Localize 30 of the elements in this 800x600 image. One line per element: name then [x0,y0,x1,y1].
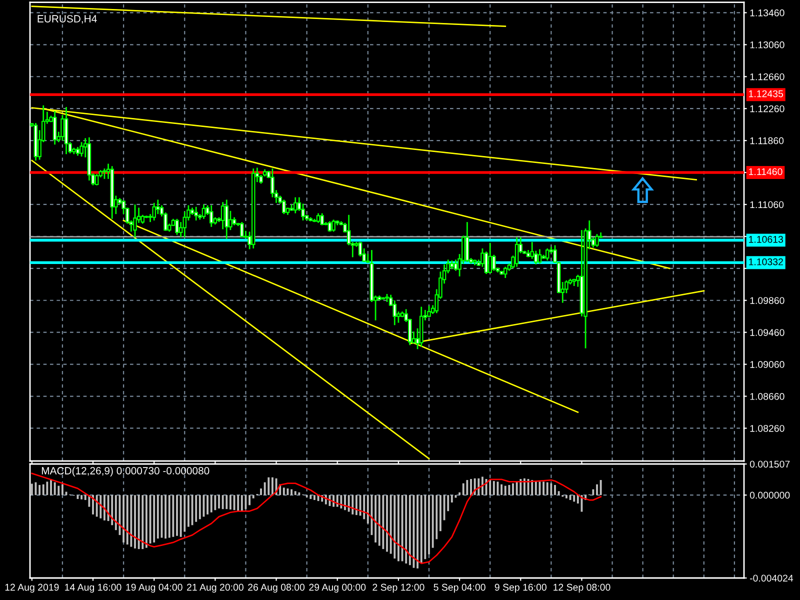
x-tick-label: 12 Aug 2019 [5,584,59,593]
x-tick-label: 19 Aug 04:00 [126,584,182,593]
y-tick-label: 1.09860 [750,297,784,304]
ref-line-label: 1.11460 [749,168,782,176]
x-tick-label: 12 Sep 08:00 [554,584,610,593]
x-tick-label: 21 Aug 20:00 [187,584,244,593]
y-tick-label: 1.11060 [750,201,784,208]
text: EURUSD,H4 [38,15,97,24]
y-tick-label: 1.08260 [750,424,784,432]
y-tick-label: 0.000000 [750,492,790,499]
y-tick-label: 1.13460 [750,9,784,16]
x-tick-label: 9 Sep 16:00 [494,584,546,593]
ref-line-label: 1.10332 [749,258,783,266]
x-tick-label: 26 Aug 08:00 [248,584,305,593]
y-tick-label: 0.001507 [750,460,790,468]
x-tick-label: 2 Sep 12:00 [372,584,424,593]
x-tick-label: 5 Sep 04:00 [434,584,486,593]
y-tick-label: 1.09060 [750,361,784,368]
chart-title: MACD(12,26,9) 0.000730 -0.000080 [42,466,210,476]
y-tick-label: 1.11860 [750,137,784,144]
ref-line-label: 1.12435 [749,90,784,98]
x-tick-label: 29 Aug 00:00 [309,584,366,593]
y-tick-label: 1.08660 [750,393,784,400]
y-tick-label: -0.004024 [750,574,794,582]
y-tick-label: 1.13060 [750,41,784,48]
y-tick-label: 1.12260 [750,105,784,112]
x-tick-label: 14 Aug 16:00 [65,584,122,593]
y-tick-label: 1.12660 [750,73,784,80]
ref-line-label: 1.10613 [749,236,783,243]
y-tick-label: 1.09460 [750,329,784,336]
